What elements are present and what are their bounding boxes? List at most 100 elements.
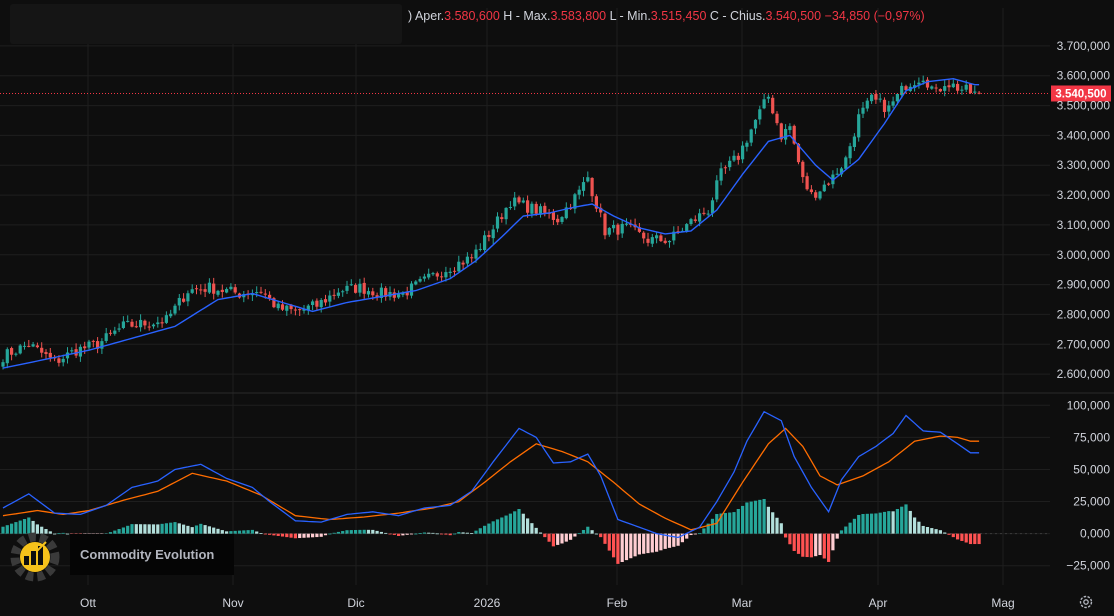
candle-body xyxy=(659,235,663,242)
macd-histogram-bar xyxy=(186,525,190,534)
candle-body xyxy=(741,145,745,160)
close-label: C - Chius. xyxy=(709,9,766,23)
macd-histogram-bar xyxy=(280,533,285,537)
candle-body xyxy=(938,89,942,92)
candle-body xyxy=(758,109,762,120)
macd-histogram-bar xyxy=(190,527,194,534)
macd-histogram-bar xyxy=(366,529,371,534)
macd-histogram-bar xyxy=(435,533,439,535)
ohlc-legend: ) Aper.3.580,600 H - Max.3.583,800 L - M… xyxy=(408,9,925,23)
candle-body xyxy=(397,294,401,298)
settings-icon[interactable] xyxy=(1078,594,1094,610)
macd-histogram-bar xyxy=(427,532,431,534)
price-axis-label: 2.800,000 xyxy=(1057,307,1111,321)
macd-histogram-bar xyxy=(285,533,289,538)
time-axis-label: Ott xyxy=(80,596,97,610)
candle-body xyxy=(573,194,577,209)
candle-body xyxy=(594,196,598,209)
candle-body xyxy=(749,129,753,143)
candle-body xyxy=(977,92,981,94)
candle-body xyxy=(311,301,315,306)
candle-body xyxy=(379,287,383,298)
macd-line xyxy=(2,410,980,539)
candle-body xyxy=(732,155,736,161)
candle-body xyxy=(341,291,345,293)
macd-histogram-bar xyxy=(732,512,736,534)
macd-histogram-bar xyxy=(306,533,310,538)
low-label: L - Min. xyxy=(609,9,651,23)
candle-body xyxy=(814,192,818,198)
macd-histogram-bar xyxy=(771,512,775,534)
candle-body xyxy=(44,352,48,354)
candle-body xyxy=(685,224,689,232)
macd-histogram-bar xyxy=(108,532,113,534)
price-axis-label: 3.700,000 xyxy=(1057,39,1111,53)
macd-histogram-bar xyxy=(556,533,560,545)
time-axis-label: 2026 xyxy=(474,596,501,610)
macd-histogram-bar xyxy=(130,524,134,534)
macd-histogram-bar xyxy=(607,533,611,551)
macd-histogram-bar xyxy=(143,524,147,534)
candle-body xyxy=(543,205,547,213)
candle-body xyxy=(728,160,732,168)
macd-histogram-bar xyxy=(900,506,904,534)
macd-histogram-bar xyxy=(375,530,379,534)
candle-body xyxy=(194,288,199,290)
macd-histogram-bar xyxy=(371,529,375,534)
candle-body xyxy=(349,284,353,286)
macd-histogram-bar xyxy=(822,533,826,559)
macd-histogram-bar xyxy=(543,533,547,538)
candle-body xyxy=(766,96,770,99)
macd-histogram-bar xyxy=(586,526,590,534)
macd-histogram-bar xyxy=(874,513,878,534)
price-axis-label: 2.900,000 xyxy=(1057,278,1111,292)
candle-body xyxy=(960,89,964,91)
macd-histogram-bar xyxy=(156,524,160,534)
macd-histogram-bar xyxy=(147,524,151,534)
macd-histogram-bar xyxy=(590,530,594,534)
candle-body xyxy=(306,305,310,311)
candle-body xyxy=(792,125,796,144)
candle-body xyxy=(620,223,624,234)
macd-histogram-bar xyxy=(384,532,388,534)
candle-body xyxy=(526,200,530,213)
macd-histogram-bar xyxy=(973,533,977,545)
candle-body xyxy=(169,313,173,317)
candle-body xyxy=(930,86,934,89)
candle-body xyxy=(345,285,349,291)
candle-body xyxy=(521,200,525,203)
candle-body xyxy=(57,358,61,363)
candle-body xyxy=(35,345,39,348)
macd-histogram-bar xyxy=(164,523,168,534)
macd-histogram-bar xyxy=(229,531,233,534)
ohlc-prefix: ) xyxy=(408,9,413,23)
candle-body xyxy=(409,283,414,296)
price-axis-label: 2.600,000 xyxy=(1057,367,1111,381)
candle-body xyxy=(405,292,409,296)
candle-body xyxy=(900,85,904,96)
candle-body xyxy=(5,349,9,364)
macd-histogram-bar xyxy=(934,529,938,534)
last-price-tag-label: 3.540,500 xyxy=(1055,88,1106,100)
macd-histogram-bar xyxy=(719,513,723,534)
macd-histogram-bar xyxy=(160,523,164,534)
price-axis-label: 3.600,000 xyxy=(1057,69,1111,83)
candle-body xyxy=(113,330,117,334)
macd-histogram-bar xyxy=(65,533,70,535)
macd-histogram-bar xyxy=(444,533,448,535)
macd-histogram-bar xyxy=(478,528,482,534)
candle-body xyxy=(392,292,396,298)
candle-body xyxy=(710,200,715,214)
macd-histogram-bar xyxy=(345,530,349,534)
candle-body xyxy=(272,298,276,308)
macd-histogram-bar xyxy=(844,526,848,534)
macd-histogram-bar xyxy=(685,533,689,539)
macd-histogram-bar xyxy=(698,533,702,535)
macd-histogram-bar xyxy=(642,533,646,554)
macd-histogram-bar xyxy=(603,533,607,544)
candle-body xyxy=(431,273,435,275)
candle-body xyxy=(508,206,512,208)
macd-histogram-bar xyxy=(203,525,207,534)
candle-body xyxy=(779,123,783,140)
